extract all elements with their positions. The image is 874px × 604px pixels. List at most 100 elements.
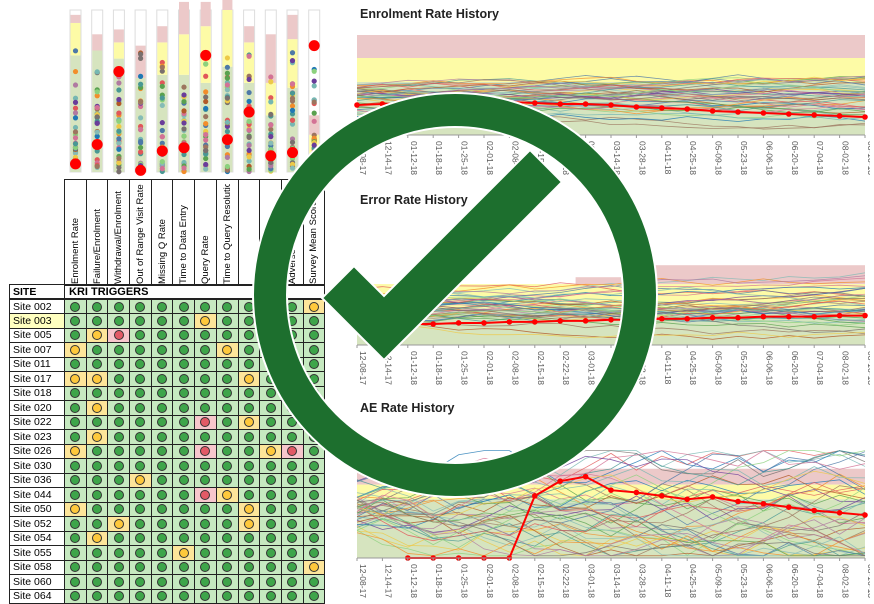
kri-status-cell[interactable] bbox=[259, 487, 282, 503]
kri-status-cell[interactable] bbox=[280, 313, 304, 329]
kri-status-cell[interactable] bbox=[172, 414, 196, 430]
kri-status-cell[interactable] bbox=[302, 487, 326, 503]
site-label[interactable]: Site 026 bbox=[9, 443, 65, 459]
kri-status-cell[interactable] bbox=[129, 516, 152, 532]
kri-status-cell[interactable] bbox=[215, 356, 239, 372]
kri-status-cell[interactable] bbox=[107, 313, 131, 329]
site-label[interactable]: Site 050 bbox=[9, 501, 65, 517]
table-row[interactable]: Site 022 bbox=[9, 414, 326, 430]
kri-status-cell[interactable] bbox=[150, 472, 174, 488]
kri-status-cell[interactable] bbox=[150, 298, 174, 314]
kri-status-cell[interactable] bbox=[64, 429, 87, 445]
kri-status-cell[interactable] bbox=[215, 327, 239, 343]
kri-status-cell[interactable] bbox=[194, 313, 217, 329]
kri-status-cell[interactable] bbox=[150, 414, 174, 430]
table-row[interactable]: Site 054 bbox=[9, 530, 326, 546]
kri-strip[interactable] bbox=[91, 9, 104, 173]
kri-status-cell[interactable] bbox=[64, 516, 87, 532]
kri-status-cell[interactable] bbox=[150, 574, 174, 590]
site-label[interactable]: Site 052 bbox=[9, 516, 65, 532]
kri-status-cell[interactable] bbox=[150, 458, 174, 474]
kri-status-cell[interactable] bbox=[129, 487, 152, 503]
kri-status-cell[interactable] bbox=[107, 530, 131, 546]
kri-status-cell[interactable] bbox=[150, 327, 174, 343]
kri-status-cell[interactable] bbox=[259, 414, 282, 430]
kri-status-cell[interactable] bbox=[129, 356, 152, 372]
kri-status-cell[interactable] bbox=[237, 414, 261, 430]
kri-status-cell[interactable] bbox=[150, 342, 174, 358]
table-row[interactable]: Site 023 bbox=[9, 429, 326, 445]
kri-status-cell[interactable] bbox=[150, 530, 174, 546]
kri-status-cell[interactable] bbox=[85, 327, 109, 343]
kri-status-cell[interactable] bbox=[302, 472, 326, 488]
kri-status-cell[interactable] bbox=[150, 545, 174, 561]
kri-strip[interactable] bbox=[221, 0, 234, 175]
kri-status-cell[interactable] bbox=[215, 342, 239, 358]
kri-status-cell[interactable] bbox=[215, 385, 239, 401]
kri-status-cell[interactable] bbox=[280, 516, 304, 532]
kri-status-cell[interactable] bbox=[237, 327, 261, 343]
kri-status-cell[interactable] bbox=[259, 400, 282, 416]
kri-status-cell[interactable] bbox=[259, 501, 282, 517]
kri-status-cell[interactable] bbox=[172, 429, 196, 445]
kri-status-cell[interactable] bbox=[150, 588, 174, 604]
kri-status-cell[interactable] bbox=[129, 588, 152, 604]
table-row[interactable]: Site 044 bbox=[9, 487, 326, 503]
kri-status-cell[interactable] bbox=[129, 472, 152, 488]
kri-status-cell[interactable] bbox=[129, 327, 152, 343]
kri-status-cell[interactable] bbox=[280, 588, 304, 604]
kri-status-cell[interactable] bbox=[259, 356, 282, 372]
kri-status-cell[interactable] bbox=[85, 588, 109, 604]
kri-status-cell[interactable] bbox=[194, 545, 217, 561]
site-label[interactable]: Site 011 bbox=[9, 356, 65, 372]
kri-status-cell[interactable] bbox=[259, 371, 282, 387]
kri-status-cell[interactable] bbox=[129, 530, 152, 546]
kri-status-cell[interactable] bbox=[259, 443, 282, 459]
site-label[interactable]: Site 054 bbox=[9, 530, 65, 546]
kri-status-cell[interactable] bbox=[237, 472, 261, 488]
kri-status-cell[interactable] bbox=[107, 429, 131, 445]
kri-status-cell[interactable] bbox=[259, 588, 282, 604]
kri-strip[interactable] bbox=[243, 9, 256, 175]
kri-status-cell[interactable] bbox=[215, 371, 239, 387]
site-label[interactable]: Site 055 bbox=[9, 545, 65, 561]
kri-status-cell[interactable] bbox=[129, 313, 152, 329]
kri-status-cell[interactable] bbox=[107, 356, 131, 372]
kri-status-cell[interactable] bbox=[64, 472, 87, 488]
kri-status-cell[interactable] bbox=[64, 588, 87, 604]
kri-status-cell[interactable] bbox=[302, 501, 326, 517]
site-label[interactable]: Site 044 bbox=[9, 487, 65, 503]
kri-status-cell[interactable] bbox=[172, 298, 196, 314]
site-label[interactable]: Site 007 bbox=[9, 342, 65, 358]
kri-status-cell[interactable] bbox=[85, 371, 109, 387]
site-label[interactable]: Site 036 bbox=[9, 472, 65, 488]
site-label[interactable]: Site 018 bbox=[9, 385, 65, 401]
kri-status-cell[interactable] bbox=[64, 371, 87, 387]
kri-status-cell[interactable] bbox=[259, 472, 282, 488]
table-row[interactable]: Site 005 bbox=[9, 327, 326, 343]
kri-status-cell[interactable] bbox=[259, 458, 282, 474]
kri-status-cell[interactable] bbox=[172, 342, 196, 358]
kri-status-cell[interactable] bbox=[64, 487, 87, 503]
kri-status-cell[interactable] bbox=[107, 574, 131, 590]
kri-status-cell[interactable] bbox=[280, 400, 304, 416]
kri-status-cell[interactable] bbox=[280, 559, 304, 575]
kri-status-cell[interactable] bbox=[150, 559, 174, 575]
kri-status-cell[interactable] bbox=[237, 545, 261, 561]
kri-status-cell[interactable] bbox=[194, 458, 217, 474]
kri-strip[interactable] bbox=[178, 1, 190, 175]
kri-status-cell[interactable] bbox=[172, 327, 196, 343]
kri-status-cell[interactable] bbox=[129, 443, 152, 459]
kri-strip[interactable] bbox=[156, 9, 169, 175]
kri-status-cell[interactable] bbox=[150, 371, 174, 387]
kri-status-cell[interactable] bbox=[302, 342, 326, 358]
kri-status-cell[interactable] bbox=[85, 458, 109, 474]
kri-status-cell[interactable] bbox=[172, 356, 196, 372]
kri-status-cell[interactable] bbox=[280, 371, 304, 387]
site-label[interactable]: Site 058 bbox=[9, 559, 65, 575]
kri-status-cell[interactable] bbox=[85, 530, 109, 546]
kri-status-cell[interactable] bbox=[215, 487, 239, 503]
kri-status-cell[interactable] bbox=[172, 400, 196, 416]
kri-status-cell[interactable] bbox=[280, 327, 304, 343]
kri-status-cell[interactable] bbox=[107, 588, 131, 604]
